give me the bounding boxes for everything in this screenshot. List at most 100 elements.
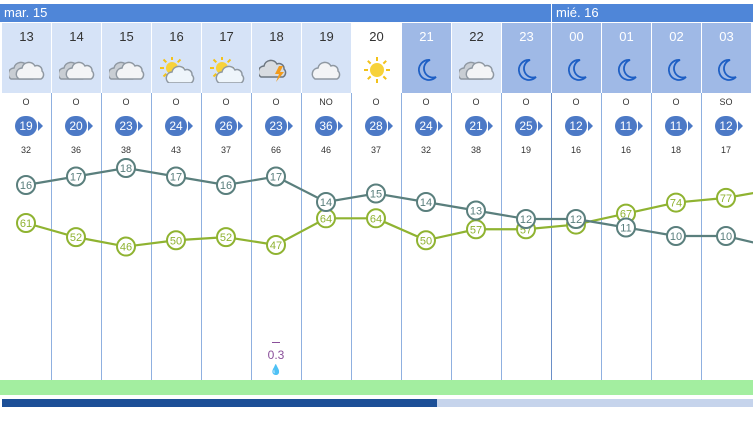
hour-cell[interactable]: 19 [301, 23, 351, 93]
wind-direction: O [622, 97, 630, 107]
raindrops-icon: 💧 [269, 365, 283, 376]
hour-cell[interactable]: 18 [251, 23, 301, 93]
wind-direction: O [222, 97, 230, 107]
humidity-point: 47 [266, 234, 286, 255]
temperature-point: 10 [716, 226, 736, 246]
wind-speed-badge: 19 [15, 116, 37, 136]
wind-arrow-icon [188, 121, 193, 131]
column-divider [351, 93, 352, 381]
wind-arrow-icon [38, 121, 43, 131]
wind-gust: 18 [670, 145, 681, 155]
wind-arrow-icon [688, 121, 693, 131]
humidity-point: 50 [166, 230, 186, 251]
wind-direction: O [522, 97, 530, 107]
hour-cell[interactable]: 21 [401, 23, 451, 93]
scrollbar-thumb[interactable] [2, 399, 437, 407]
moon-icon [609, 57, 645, 83]
precip-marker [272, 342, 280, 343]
temperature-point: 12 [566, 209, 586, 229]
wind-gust: 66 [270, 145, 281, 155]
moon-icon [509, 57, 545, 83]
temperature-point: 16 [216, 175, 236, 195]
hour-cell[interactable]: 17 [201, 23, 251, 93]
hour-cell[interactable]: 15 [101, 23, 151, 93]
column-divider [151, 93, 152, 381]
wind-arrow-icon [738, 121, 743, 131]
temperature-value: 15 [370, 189, 382, 201]
moon-icon [659, 57, 695, 83]
wind-direction: O [172, 97, 180, 107]
column-divider [51, 93, 52, 381]
day-label: mié. 16 [556, 5, 599, 20]
column-divider [501, 93, 502, 381]
wind-direction: O [272, 97, 280, 107]
wind-gust: 38 [120, 145, 131, 155]
sun-icon [359, 57, 395, 83]
column-divider [201, 93, 202, 381]
hour-label: 00 [569, 29, 584, 44]
hour-cell[interactable]: 23 [501, 23, 551, 93]
temperature-value: 16 [220, 180, 232, 192]
wind-speed-badge: 11 [665, 116, 687, 136]
wind-direction: O [672, 97, 680, 107]
temperature-value: 11 [620, 223, 631, 235]
humidity-value: 52 [220, 232, 232, 244]
hour-label: 01 [619, 29, 634, 44]
wind-speed-badge: 12 [715, 116, 737, 136]
column-divider [451, 93, 452, 381]
temperature-value: 12 [570, 214, 582, 226]
wind-speed-badge: 25 [515, 116, 537, 136]
hour-label: 21 [419, 29, 434, 44]
hour-cell[interactable]: 22 [451, 23, 501, 93]
humidity-point: 77 [716, 187, 736, 208]
humidity-point: 46 [116, 236, 136, 257]
hour-cell[interactable]: 16 [151, 23, 201, 93]
humidity-value: 52 [70, 232, 82, 244]
wind-gust: 32 [420, 145, 431, 155]
day-header-tuesday: mar. 15 [0, 4, 551, 22]
hour-cell[interactable]: 01 [601, 23, 651, 93]
wind-gust: 38 [470, 145, 481, 155]
temperature-value: 16 [20, 180, 32, 192]
temperature-point: 13 [466, 200, 486, 221]
hour-cell[interactable]: 03 [701, 23, 751, 93]
column-divider [551, 93, 552, 381]
wind-speed-badge: 11 [615, 116, 637, 136]
wind-gust: 32 [20, 145, 31, 155]
wind-gust: 19 [520, 145, 531, 155]
hour-cell[interactable]: 20 [351, 23, 401, 93]
wind-gust: 43 [170, 145, 181, 155]
wind-arrow-icon [588, 121, 593, 131]
wind-arrow-icon [288, 121, 293, 131]
cloudy-icon [58, 57, 95, 83]
humidity-point: 50 [416, 230, 436, 251]
wind-arrow-icon [138, 121, 143, 131]
humidity-value: 64 [320, 213, 332, 225]
temperature-value: 17 [270, 172, 282, 184]
hour-label: 20 [369, 29, 384, 44]
humidity-value: 47 [270, 240, 282, 252]
column-divider [301, 93, 302, 381]
column-divider [251, 93, 252, 381]
hour-cell[interactable]: 00 [551, 23, 601, 93]
temperature-value: 18 [120, 163, 132, 175]
precipitation-amount: 0.3 [267, 348, 285, 362]
humidity-value: 77 [720, 193, 732, 205]
temperature-point: 14 [416, 192, 436, 212]
wind-direction: O [122, 97, 130, 107]
wind-speed-badge: 26 [215, 116, 237, 136]
temperature-value: 12 [520, 214, 532, 226]
hour-label: 13 [19, 29, 34, 44]
humidity-line [25, 191, 753, 248]
temperature-value: 13 [470, 206, 482, 218]
wind-direction: O [572, 97, 580, 107]
hour-cell[interactable]: 02 [651, 23, 701, 93]
day-label: mar. 15 [4, 5, 48, 20]
sun-cloud-icon [209, 57, 245, 83]
wind-speed-badge: 28 [365, 116, 387, 136]
moon-icon [709, 57, 745, 83]
hour-cell[interactable]: 14 [51, 23, 101, 93]
hour-cell[interactable]: 13 [1, 23, 51, 93]
column-divider [601, 93, 602, 381]
